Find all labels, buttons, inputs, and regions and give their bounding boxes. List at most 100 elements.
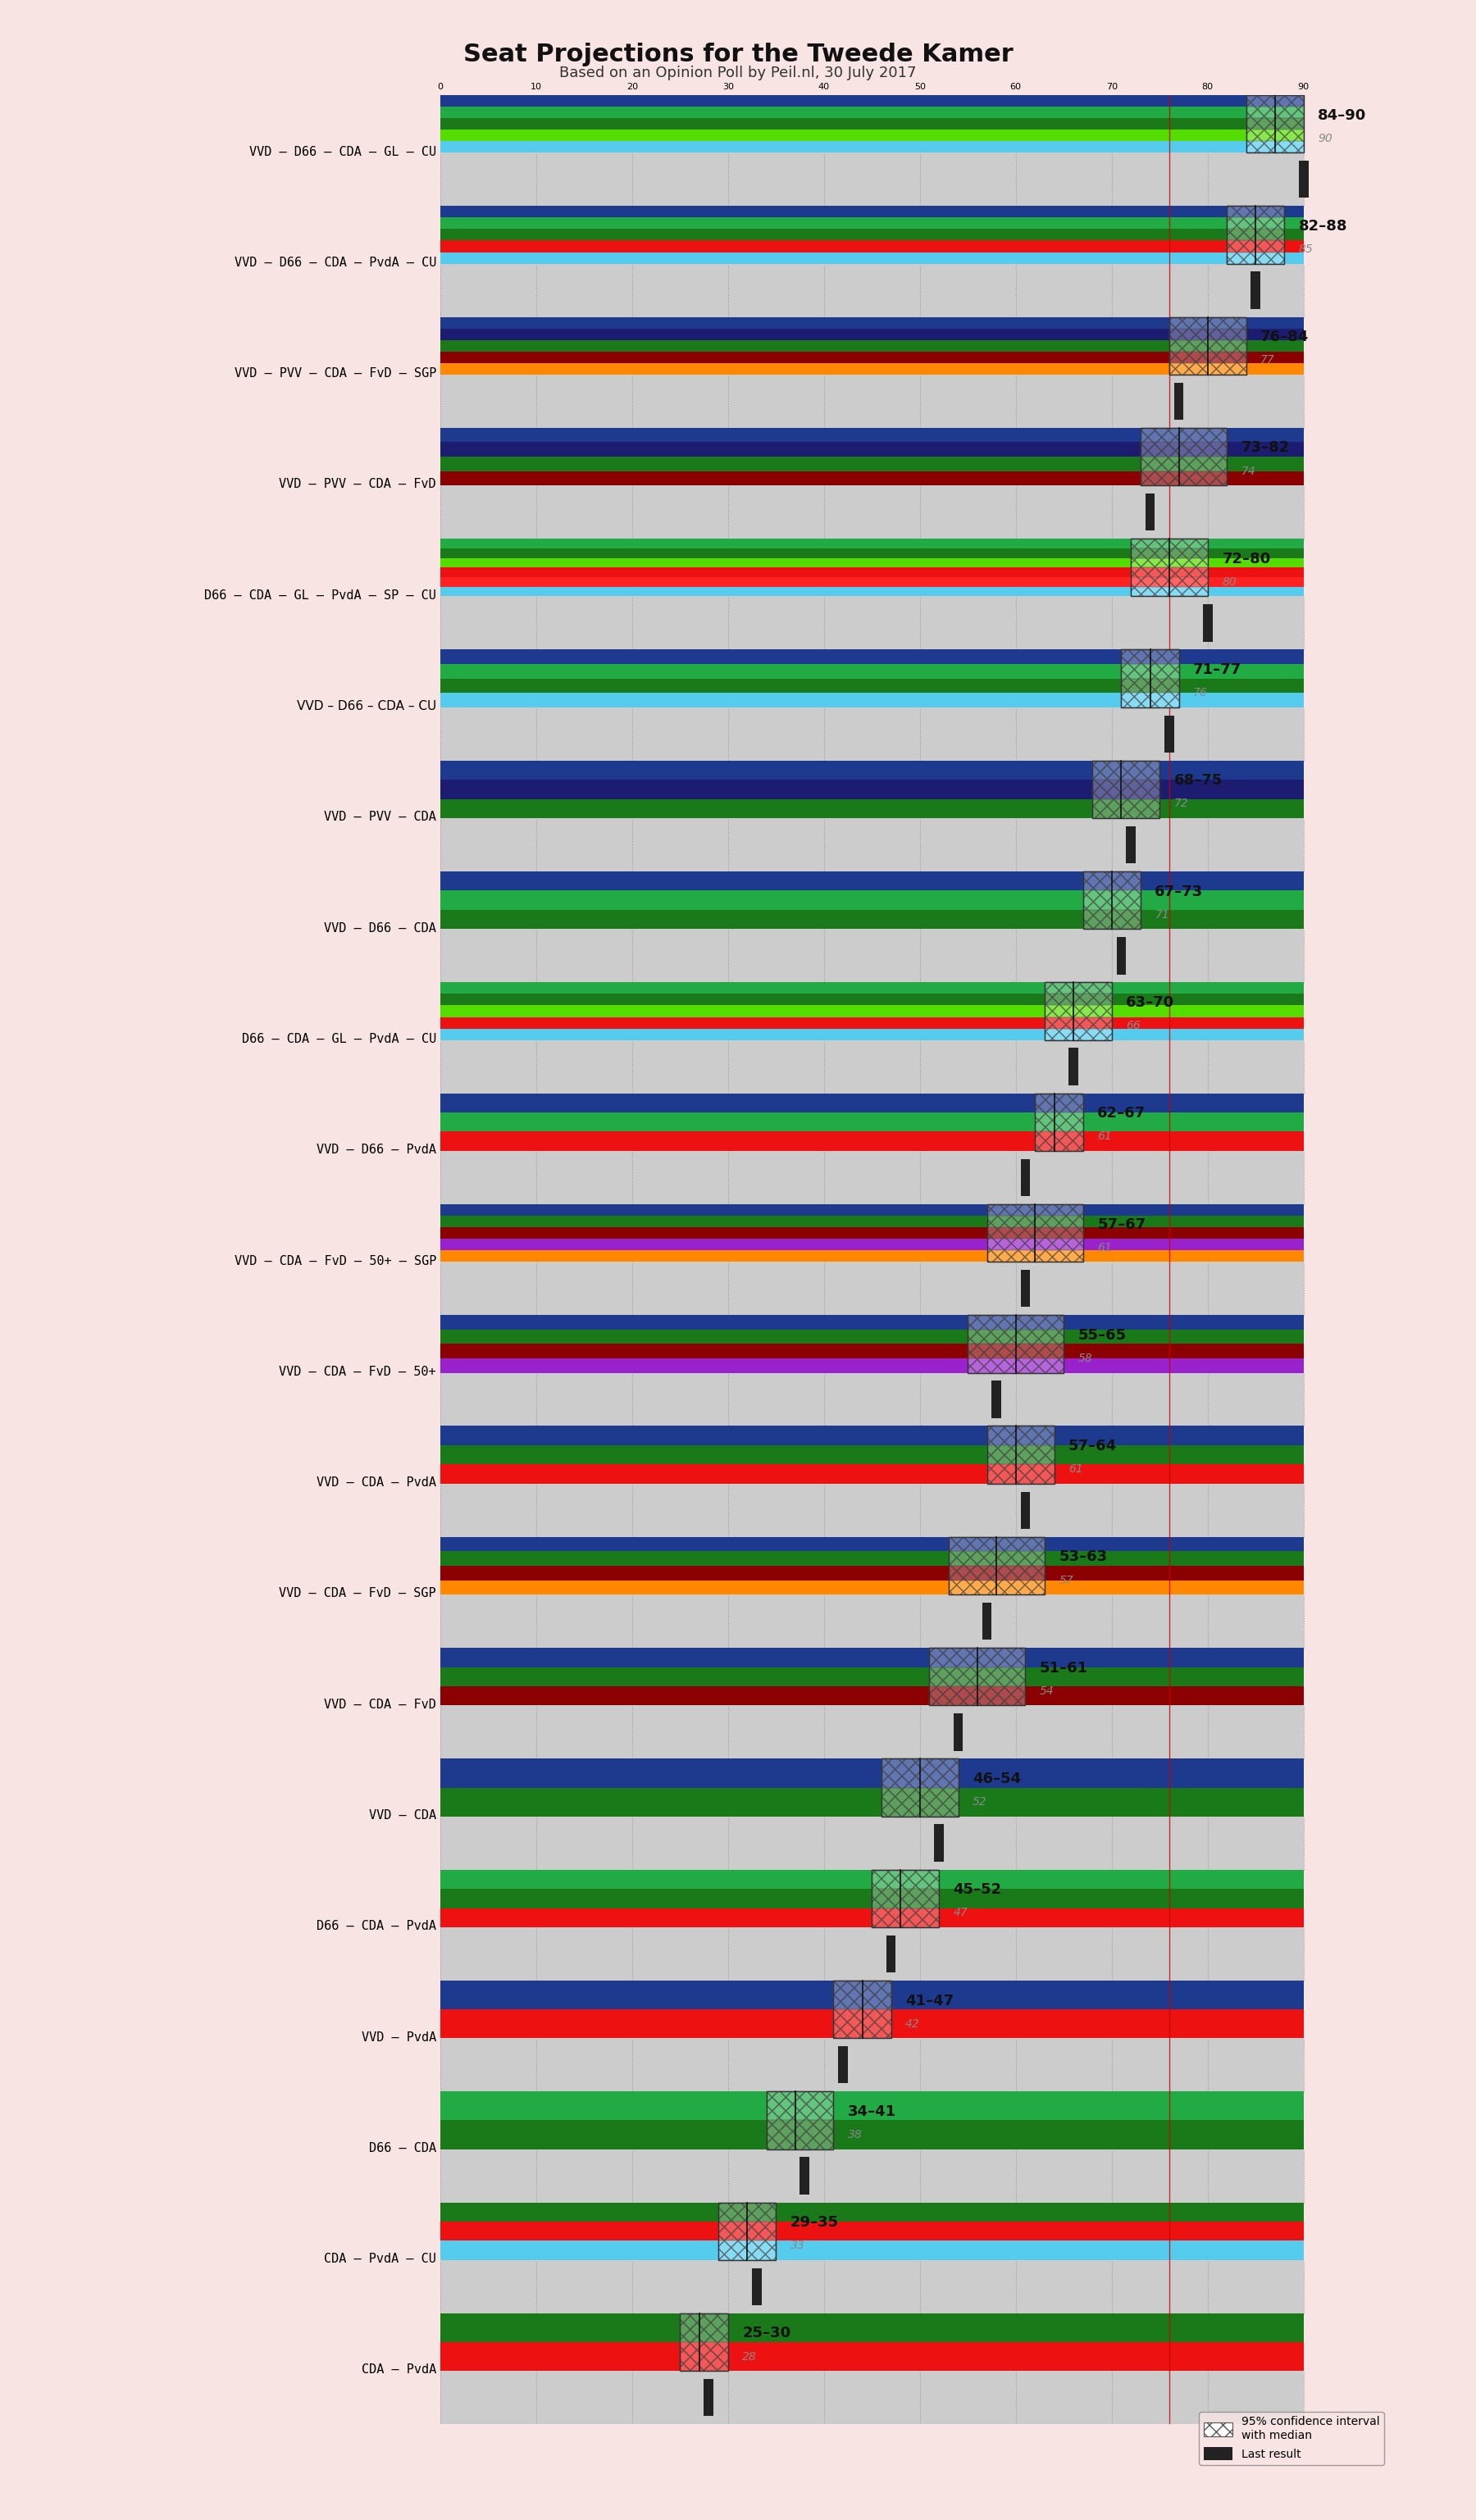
Bar: [872, 1908, 939, 1928]
Text: 72–80: 72–80: [1222, 552, 1271, 567]
Bar: [834, 1981, 892, 2039]
Bar: [1227, 207, 1284, 265]
Text: 33: 33: [790, 2240, 804, 2250]
Text: 67–73: 67–73: [1154, 885, 1203, 900]
Bar: [1083, 872, 1141, 930]
Text: 90: 90: [1318, 134, 1333, 144]
Bar: [1246, 106, 1303, 118]
Text: 82–88: 82–88: [1299, 219, 1348, 234]
Bar: [1227, 229, 1284, 239]
Bar: [440, 96, 1303, 106]
Bar: [1122, 650, 1179, 708]
Bar: [834, 1981, 892, 2039]
Text: 28: 28: [742, 2351, 757, 2361]
Bar: [1145, 494, 1154, 532]
Bar: [440, 252, 1303, 265]
Bar: [440, 106, 1303, 118]
Text: 51–61: 51–61: [1039, 1661, 1088, 1676]
Bar: [680, 2313, 728, 2371]
Bar: [440, 597, 1303, 650]
Bar: [440, 207, 1303, 217]
Bar: [949, 1565, 1045, 1580]
Bar: [1035, 1111, 1083, 1131]
Bar: [440, 1464, 1303, 1484]
Bar: [881, 1759, 958, 1817]
Bar: [440, 456, 1303, 471]
Bar: [440, 363, 1303, 375]
Bar: [440, 1111, 1303, 1131]
Bar: [680, 2313, 728, 2371]
Bar: [1227, 217, 1284, 229]
Bar: [440, 239, 1303, 252]
Bar: [1126, 827, 1135, 864]
Bar: [1246, 118, 1303, 129]
Bar: [440, 1706, 1303, 1759]
Bar: [1122, 650, 1179, 708]
Bar: [949, 1537, 1045, 1595]
Bar: [1092, 779, 1160, 799]
Text: 57–67: 57–67: [1097, 1217, 1145, 1232]
Bar: [440, 1358, 1303, 1373]
Text: 45–52: 45–52: [953, 1882, 1002, 1898]
Bar: [1035, 1094, 1083, 1111]
Bar: [440, 1787, 1303, 1817]
Bar: [987, 1250, 1083, 1263]
Bar: [1045, 993, 1111, 1005]
Bar: [987, 1240, 1083, 1250]
Bar: [440, 549, 1303, 557]
Text: 76: 76: [1193, 688, 1207, 698]
Bar: [440, 577, 1303, 587]
Bar: [1169, 318, 1246, 375]
Text: 77: 77: [1261, 355, 1275, 365]
Bar: [440, 1648, 1303, 1668]
Text: 72: 72: [1173, 799, 1188, 809]
Bar: [987, 1205, 1083, 1263]
Bar: [440, 1686, 1303, 1706]
Text: 47: 47: [953, 1908, 968, 1918]
Text: 46–54: 46–54: [973, 1772, 1021, 1787]
Bar: [968, 1315, 1064, 1331]
Bar: [1169, 340, 1246, 350]
Bar: [834, 1981, 892, 2008]
Bar: [930, 1648, 1026, 1668]
Bar: [949, 1537, 1045, 1552]
Bar: [766, 2092, 834, 2150]
Bar: [440, 2119, 1303, 2150]
Bar: [987, 1426, 1054, 1484]
Bar: [1227, 207, 1284, 217]
Bar: [440, 1331, 1303, 1343]
Bar: [680, 2341, 728, 2371]
Bar: [440, 2341, 1303, 2371]
Bar: [1092, 761, 1160, 819]
Bar: [440, 1215, 1303, 1227]
Bar: [987, 1426, 1054, 1484]
Bar: [1020, 1492, 1030, 1530]
Bar: [704, 2379, 713, 2417]
Bar: [1246, 141, 1303, 154]
Bar: [872, 1890, 939, 1908]
Bar: [1299, 161, 1308, 199]
Bar: [1141, 441, 1227, 456]
Bar: [440, 1928, 1303, 1981]
Text: 57: 57: [1058, 1575, 1073, 1585]
Bar: [930, 1668, 1026, 1686]
Bar: [440, 1205, 1303, 1215]
Bar: [440, 1580, 1303, 1595]
Bar: [719, 2202, 776, 2223]
Bar: [1141, 428, 1227, 441]
Bar: [1092, 761, 1160, 779]
Bar: [1083, 910, 1141, 930]
Bar: [800, 2157, 809, 2195]
Bar: [930, 1648, 1026, 1706]
Text: 71–77: 71–77: [1193, 663, 1241, 678]
Bar: [440, 2223, 1303, 2240]
Bar: [1227, 207, 1284, 265]
Bar: [1141, 456, 1227, 471]
Bar: [1045, 983, 1111, 1041]
Bar: [1092, 761, 1160, 819]
Bar: [440, 910, 1303, 930]
Bar: [440, 539, 1303, 549]
Bar: [987, 1205, 1083, 1215]
Bar: [881, 1787, 958, 1817]
Bar: [987, 1426, 1054, 1444]
